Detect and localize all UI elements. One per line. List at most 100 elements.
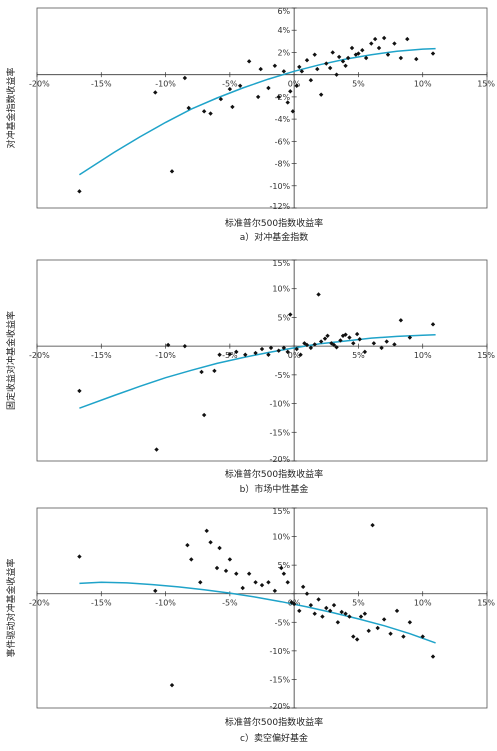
x-axis-title: 标准普尔500指数收益率 <box>225 217 323 229</box>
x-tick-label: -15% <box>91 599 112 608</box>
data-point <box>237 83 243 88</box>
data-point <box>372 36 378 42</box>
data-point <box>381 35 387 41</box>
data-point <box>308 345 314 351</box>
data-point <box>304 591 310 596</box>
data-point <box>259 346 265 352</box>
data-point <box>169 682 175 688</box>
data-point <box>331 602 337 608</box>
data-point <box>388 631 393 636</box>
data-point <box>343 63 348 68</box>
data-point <box>259 582 265 588</box>
data-point <box>369 41 374 46</box>
x-tick-label: -20% <box>29 80 50 89</box>
data-point <box>77 554 82 559</box>
data-point <box>360 48 365 53</box>
data-point <box>285 100 290 105</box>
data-point <box>376 45 382 51</box>
data-point <box>297 64 302 70</box>
chart-b-market-neutral-fund: -20%-15%-10%-5%0%5%10%15%-20%-15%-10%-5%… <box>5 259 495 495</box>
data-point <box>266 352 271 357</box>
data-point <box>182 343 188 349</box>
x-tick-label: 5% <box>352 351 365 360</box>
data-point <box>227 86 233 92</box>
x-tick-label: 15% <box>477 351 495 360</box>
data-point <box>227 557 233 562</box>
x-tick-label: 5% <box>352 80 365 89</box>
x-tick-label: 10% <box>414 599 432 608</box>
data-point <box>385 52 391 57</box>
data-point <box>318 339 324 344</box>
data-point <box>304 58 310 63</box>
data-point <box>351 634 356 639</box>
data-point <box>272 63 278 68</box>
data-point <box>304 342 310 348</box>
y-tick-label: -15% <box>269 675 290 684</box>
data-point <box>214 565 220 571</box>
data-point <box>392 41 397 46</box>
data-point <box>201 109 207 114</box>
data-point <box>279 565 284 571</box>
y-axis-title: 事件驱动对冲基金收益率 <box>5 558 17 657</box>
data-point <box>255 94 261 100</box>
data-point <box>217 352 222 357</box>
y-tick-label: 10% <box>272 533 290 542</box>
data-point <box>240 585 245 591</box>
data-point <box>325 333 330 339</box>
data-point <box>153 90 158 95</box>
y-tick-label: -4% <box>275 115 291 124</box>
x-tick-label: 10% <box>414 351 432 360</box>
data-point <box>208 540 213 545</box>
x-tick-label: -10% <box>155 599 176 608</box>
y-tick-label: -20% <box>269 455 290 464</box>
x-tick-label: -10% <box>155 351 176 360</box>
data-point <box>208 111 213 116</box>
y-tick-label: 10% <box>272 285 290 294</box>
data-point <box>212 368 217 374</box>
plot-frame <box>36 507 488 709</box>
data-point <box>153 588 158 594</box>
y-tick-label: -10% <box>269 182 290 191</box>
trend-line <box>79 333 436 409</box>
y-tick-label: -10% <box>269 400 290 409</box>
y-tick-label: -20% <box>269 702 290 711</box>
data-point <box>394 608 400 614</box>
x-tick-label: -5% <box>222 80 238 89</box>
data-point <box>199 369 204 375</box>
data-point <box>366 628 371 634</box>
y-tick-label: 5% <box>277 561 290 570</box>
data-point <box>198 580 203 585</box>
data-point <box>218 96 224 102</box>
data-point <box>276 94 281 100</box>
data-point <box>77 388 82 394</box>
y-tick-label: -5% <box>275 618 291 627</box>
data-point <box>334 72 339 77</box>
data-point <box>339 609 344 615</box>
data-point <box>223 568 229 574</box>
chart-caption: b）市场中性基金 <box>240 483 309 495</box>
y-tick-label: -6% <box>275 137 291 146</box>
data-point <box>358 614 364 619</box>
data-point <box>340 333 346 339</box>
y-tick-label: -15% <box>269 428 290 437</box>
chart-caption: c）卖空偏好基金 <box>240 732 308 744</box>
y-tick-label: -2% <box>275 93 291 102</box>
data-point <box>370 522 375 528</box>
data-point <box>392 342 397 347</box>
data-point <box>266 85 271 91</box>
y-tick-label: -8% <box>275 160 291 169</box>
data-point <box>345 55 351 61</box>
x-tick-label: -15% <box>91 80 112 89</box>
data-point <box>322 336 328 341</box>
data-point <box>281 571 287 576</box>
data-point <box>272 588 278 594</box>
data-point <box>285 580 290 585</box>
data-point <box>405 36 410 42</box>
data-point <box>363 55 369 61</box>
data-point <box>338 338 343 343</box>
y-tick-label: -5% <box>275 371 291 380</box>
data-point <box>266 580 271 585</box>
x-tick-label: -10% <box>155 80 176 89</box>
data-point <box>315 66 320 72</box>
y-tick-label: 15% <box>272 507 290 516</box>
